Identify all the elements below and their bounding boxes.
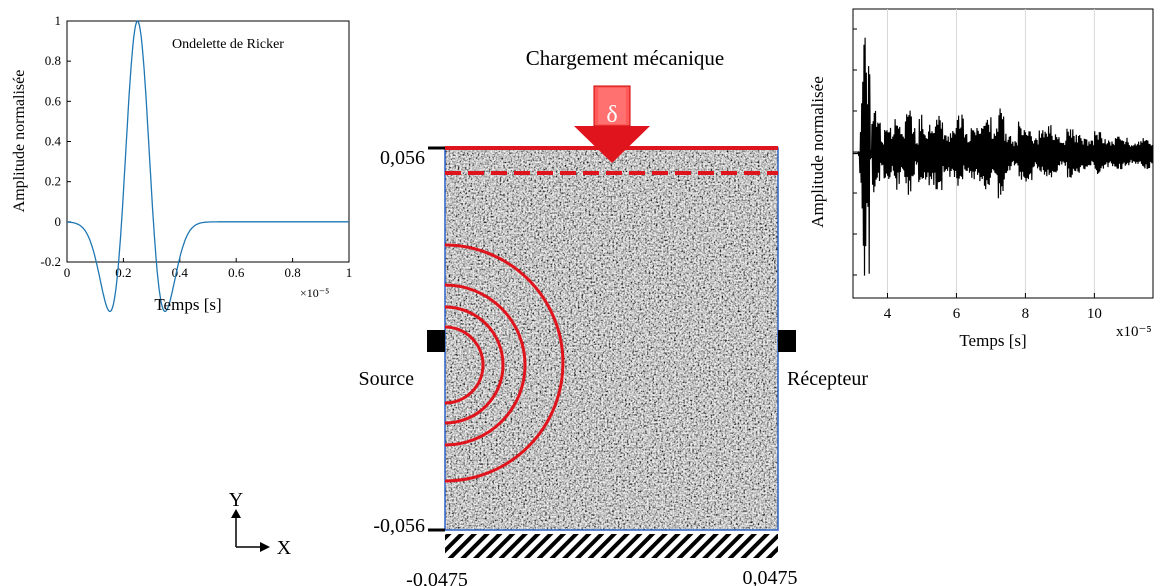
ricker-y-tick-label: 0.6 <box>45 93 62 108</box>
wavefront-4 <box>444 243 565 483</box>
specimen-model: δ Chargement mécanique Source Récepteur … <box>229 46 869 586</box>
ricker-x-tick-label: 0.6 <box>228 265 245 280</box>
y-bottom-value: -0,056 <box>373 515 425 537</box>
fixed-base-hatching <box>445 534 778 558</box>
ricker-legend: Ondelette de Ricker <box>172 37 284 52</box>
ricker-y-tick-label: 1 <box>55 13 62 28</box>
wavefronts <box>444 243 565 483</box>
signal-x-exponent: x10⁻⁵ <box>1116 324 1152 340</box>
axis-x-label: X <box>277 537 292 559</box>
ricker-x-tick-label: 1 <box>346 265 353 280</box>
ricker-x-axis-label: Temps [s] <box>154 295 221 314</box>
ricker-chart: -0.200.20.40.60.81 0 0.2 0.4 0.6 0.8 1 Ondele… <box>11 13 352 314</box>
ricker-x-tick-label: 0 <box>64 265 71 280</box>
receiver-marker <box>778 330 796 352</box>
source-label: Source <box>358 368 414 390</box>
signal-x-tick-label: 6 <box>953 306 961 322</box>
signal-line <box>853 37 1153 276</box>
axis-y-label: Y <box>229 489 243 511</box>
ricker-x-tick-label: 0.2 <box>115 265 131 280</box>
ricker-wavelet-line <box>66 20 349 313</box>
wavefront-2 <box>444 305 505 425</box>
signal-y-ticks <box>853 28 857 276</box>
ricker-y-axis-label: Amplitude normalisée <box>11 70 28 213</box>
signal-x-tick-label: 8 <box>1022 306 1030 322</box>
random-medium-texture <box>445 148 778 530</box>
ricker-y-tick-label: 0.4 <box>45 134 62 149</box>
y-top-value: 0,056 <box>380 147 425 169</box>
ricker-y-tick-label: 0 <box>55 214 62 229</box>
load-arrow-icon <box>574 85 650 163</box>
signal-x-tick-label: 10 <box>1087 306 1102 322</box>
signal-x-tick-label: 4 <box>884 306 892 322</box>
ricker-y-tick-label: -0.2 <box>40 254 61 269</box>
load-delta-symbol: δ <box>606 102 617 128</box>
wavefront-3 <box>444 283 527 447</box>
ricker-plot-frame <box>66 20 350 263</box>
x-left-value: -0,0475 <box>406 569 468 586</box>
ricker-y-ticks: -0.2 0 0.2 0.4 0.6 0.8 1 <box>40 13 71 269</box>
load-title: Chargement mécanique <box>526 46 724 70</box>
ricker-x-tick-label: 0.8 <box>284 265 300 280</box>
signal-x-ticks: 4 6 8 10 <box>884 293 1102 322</box>
x-right-value: 0,0475 <box>743 567 798 586</box>
axis-triad-icon <box>231 509 270 552</box>
wavefront-1 <box>444 325 485 405</box>
signal-y-axis-label: Amplitude normalisée <box>808 76 827 228</box>
ricker-y-tick-label: 0.2 <box>45 174 61 189</box>
receiver-signal-chart: 4 6 8 10 Amplitude normalisée Temps [s] x10… <box>808 8 1154 350</box>
ricker-x-tick-label: 0.4 <box>172 265 189 280</box>
ricker-y-tick-label: 0.8 <box>45 53 61 68</box>
ricker-x-exponent: ×10⁻⁵ <box>300 286 329 300</box>
signal-x-axis-label: Temps [s] <box>959 331 1026 350</box>
source-marker <box>427 330 445 352</box>
receiver-label: Récepteur <box>787 368 868 390</box>
